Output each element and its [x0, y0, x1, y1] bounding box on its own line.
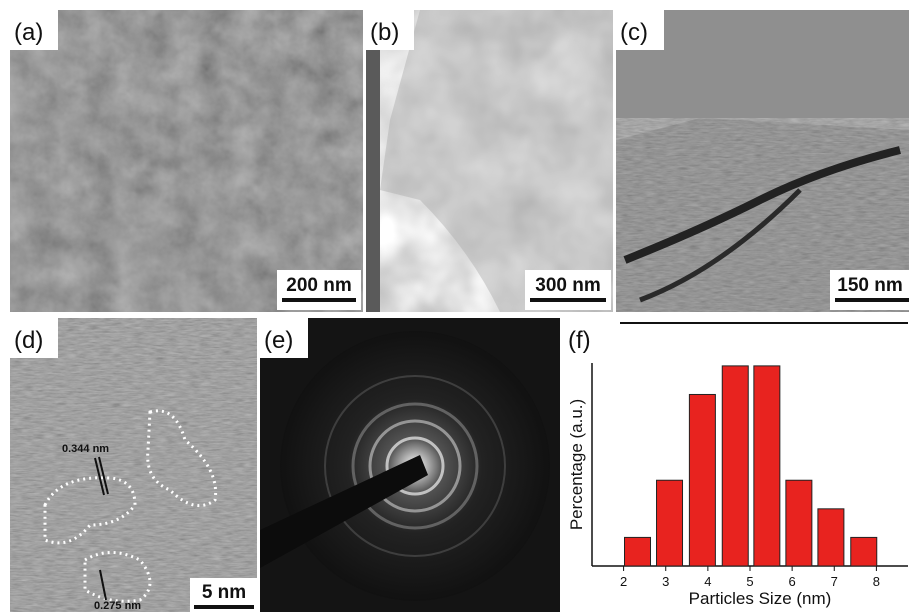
panel-a: (a) 200 nm: [10, 10, 363, 312]
scale-bar: [835, 298, 909, 302]
panel-label: (d): [14, 327, 43, 354]
lattice-annotation: 0.344 nm: [62, 443, 109, 455]
x-axis-label: Particles Size (nm): [689, 589, 832, 608]
panel-label: (f): [568, 327, 591, 354]
scale-bar: [530, 298, 606, 302]
bar: [786, 480, 812, 566]
bar: [754, 366, 780, 566]
scale-bar-label: 200 nm: [286, 275, 351, 296]
bar: [722, 366, 748, 566]
bar: [689, 394, 715, 566]
panel-label: (b): [370, 19, 399, 46]
scale-bar-label: 150 nm: [837, 275, 902, 296]
panel-c: (c) 150 nm: [616, 10, 909, 312]
scale-bar: [282, 298, 356, 302]
x-tick-label: 7: [831, 574, 838, 589]
x-tick-label: 3: [662, 574, 669, 589]
figure: (a) 200 nm (b) 300 nm (c) 150 nm: [0, 0, 909, 612]
panel-f: (f) 2 3 4 5 6 7 8 Particles Size (nm) Percentage…: [567, 323, 908, 608]
panel-e: (e): [260, 318, 560, 612]
bar: [851, 537, 877, 566]
x-tick-label: 2: [620, 574, 627, 589]
panel-label: (a): [14, 19, 43, 46]
lattice-annotation: 0.275 nm: [94, 600, 141, 612]
scale-bar-label: 5 nm: [202, 582, 246, 603]
panel-label: (e): [264, 327, 293, 354]
y-axis-label: Percentage (a.u.): [567, 399, 586, 530]
bar: [625, 537, 651, 566]
image-tint: [10, 10, 363, 312]
x-tick-label: 5: [746, 574, 753, 589]
x-tick-label: 6: [789, 574, 796, 589]
panel-b: (b) 300 nm: [366, 10, 613, 312]
image-tint: [10, 318, 257, 612]
panel-label: (c): [620, 19, 648, 46]
scale-bar: [194, 605, 254, 609]
bar: [818, 509, 844, 566]
bar: [657, 480, 683, 566]
panel-d: 0.344 nm 0.275 nm (d) 5 nm: [10, 318, 257, 612]
x-tick-label: 4: [704, 574, 711, 589]
x-tick-label: 8: [873, 574, 880, 589]
scale-bar-label: 300 nm: [535, 275, 600, 296]
